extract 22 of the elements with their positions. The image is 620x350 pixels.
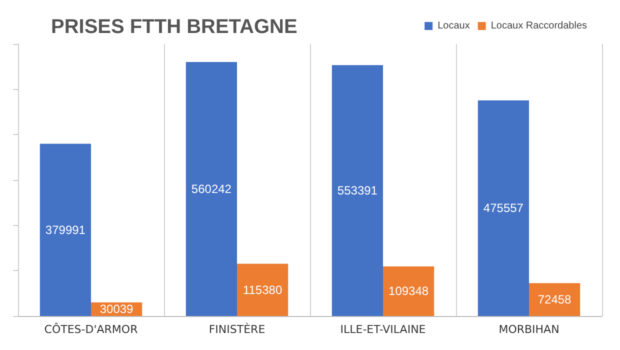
- data-label: 379991: [45, 222, 86, 237]
- x-tick-label: FINISTÈRE: [208, 322, 266, 336]
- x-tick-label: ILLE-ET-VILAINE: [340, 323, 426, 336]
- x-tick-label: CÔTES-D'ARMOR: [44, 322, 138, 336]
- data-label: 72458: [538, 292, 572, 307]
- legend-label: Locaux: [438, 20, 470, 32]
- legend-label: Locaux Raccordables: [490, 20, 588, 32]
- data-label: 109348: [388, 284, 429, 298]
- bar: [478, 100, 529, 316]
- data-label: 553391: [337, 184, 378, 198]
- chart-title: PRISES FTTH BRETAGNE: [51, 16, 298, 38]
- x-tick-label: MORBIHAN: [498, 323, 560, 336]
- bar: [237, 264, 288, 316]
- bar: [40, 144, 91, 316]
- bar: [529, 283, 580, 316]
- bar: [383, 266, 434, 316]
- bar: [332, 65, 383, 316]
- data-label: 115380: [242, 282, 282, 297]
- data-label: 30039: [100, 302, 134, 316]
- data-label: 475557: [483, 201, 524, 216]
- bar: [186, 62, 237, 316]
- data-label: 560242: [191, 182, 232, 196]
